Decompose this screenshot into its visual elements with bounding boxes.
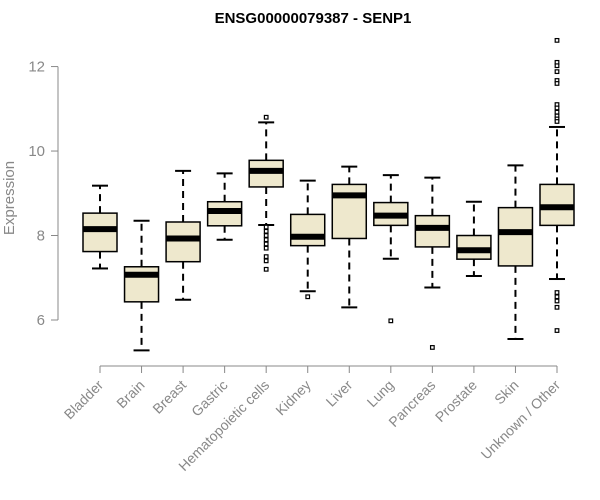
x-tick-label: Brain bbox=[113, 377, 147, 411]
outlier-point bbox=[263, 233, 269, 238]
outlier-point bbox=[263, 237, 269, 243]
box-group bbox=[414, 176, 451, 350]
box-group bbox=[456, 200, 492, 278]
y-axis-label: Expression bbox=[1, 161, 18, 235]
x-tick-label: Kidney bbox=[272, 377, 314, 419]
outlier-point bbox=[263, 228, 269, 234]
outlier-point bbox=[263, 224, 269, 230]
y-tick-label: 8 bbox=[37, 228, 45, 245]
x-tick-label: Bladder bbox=[61, 377, 107, 423]
box-iqr bbox=[82, 212, 118, 253]
outlier-point bbox=[554, 294, 560, 300]
outlier-point bbox=[263, 258, 269, 264]
outlier-point bbox=[554, 328, 560, 333]
outlier-point bbox=[388, 318, 394, 324]
box-group bbox=[123, 219, 160, 352]
outlier-point bbox=[554, 63, 560, 69]
box-group bbox=[206, 172, 243, 241]
chart-title: ENSG00000079387 - SENP1 bbox=[215, 10, 412, 27]
box-iqr bbox=[289, 213, 326, 247]
box-group bbox=[82, 184, 118, 270]
x-tick-label: Unknown / Other bbox=[478, 377, 564, 463]
box-group bbox=[539, 37, 575, 333]
outlier-point bbox=[554, 69, 560, 75]
outlier-point bbox=[429, 345, 435, 350]
boxes-group bbox=[82, 37, 575, 352]
outlier-point bbox=[263, 245, 269, 251]
outlier-point bbox=[554, 37, 560, 43]
outlier-point bbox=[263, 114, 269, 120]
x-tick-label: Skin bbox=[491, 377, 522, 408]
outlier-point bbox=[263, 254, 269, 260]
outlier-point bbox=[554, 81, 560, 86]
y-tick-label: 12 bbox=[28, 59, 45, 76]
x-tick-label: Prostate bbox=[432, 377, 480, 425]
box-iqr bbox=[414, 214, 451, 248]
outlier-point bbox=[263, 266, 269, 272]
box-group bbox=[373, 174, 409, 324]
box-group bbox=[331, 165, 368, 309]
x-tick-label: Liver bbox=[323, 377, 356, 410]
outlier-point bbox=[263, 241, 269, 247]
box-group bbox=[165, 169, 201, 301]
y-tick-label: 6 bbox=[37, 312, 45, 329]
box-group bbox=[248, 114, 284, 272]
outlier-point bbox=[554, 304, 560, 310]
box-group bbox=[289, 179, 326, 300]
outlier-point bbox=[554, 109, 560, 115]
box-iqr bbox=[497, 206, 534, 267]
outlier-point bbox=[554, 105, 560, 111]
box-iqr bbox=[165, 221, 201, 263]
outlier-point bbox=[554, 298, 560, 304]
box-group bbox=[497, 164, 534, 340]
x-tick-label: Lung bbox=[364, 377, 397, 410]
y-axis: 6 8 10 12 bbox=[28, 59, 59, 329]
y-tick-label: 10 bbox=[28, 143, 45, 160]
outlier-point bbox=[305, 294, 311, 300]
outlier-point bbox=[554, 119, 560, 124]
x-tick-label: Breast bbox=[149, 377, 189, 417]
outlier-point bbox=[554, 290, 560, 295]
